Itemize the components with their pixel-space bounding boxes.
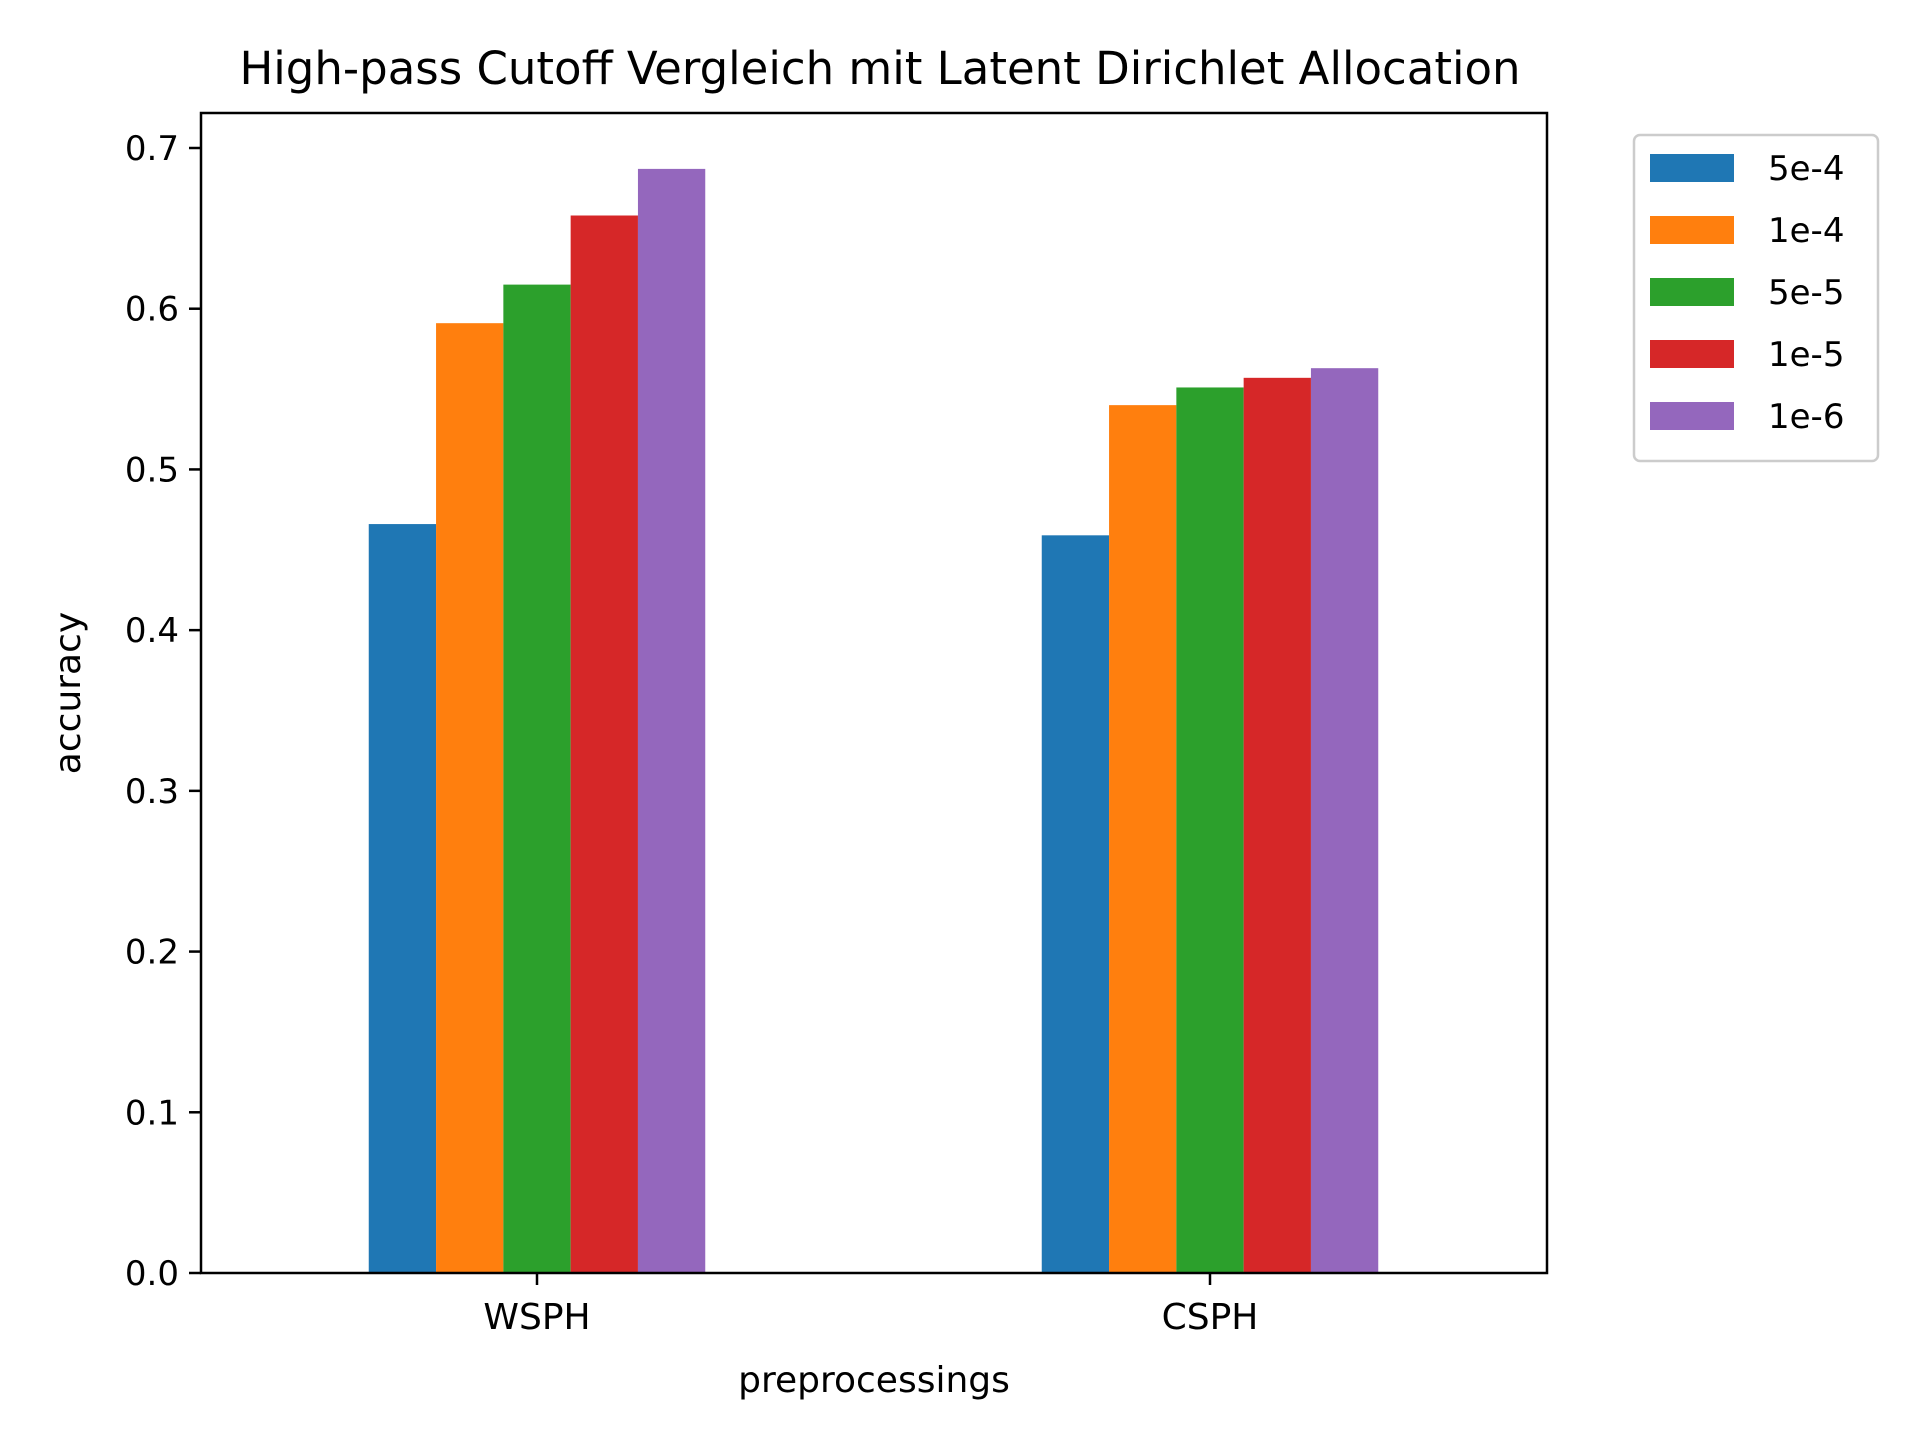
legend-label: 5e-4 — [1768, 149, 1844, 189]
chart-title: High-pass Cutoff Vergleich mit Latent Di… — [239, 42, 1520, 95]
bar-wsph-1e-6 — [637, 168, 706, 1273]
legend-label: 1e-6 — [1768, 397, 1844, 437]
legend-swatch — [1650, 154, 1734, 182]
y-tick-label: 0.5 — [125, 450, 179, 490]
legend-swatch — [1650, 340, 1734, 368]
bar-csph-1e-6 — [1310, 368, 1379, 1273]
bar-csph-1e-4 — [1109, 405, 1177, 1273]
x-axis-label: preprocessings — [738, 1360, 1010, 1401]
y-axis-label: accuracy — [48, 612, 89, 774]
y-tick-label: 0.4 — [125, 611, 179, 651]
bar-csph-5e-5 — [1176, 387, 1244, 1274]
y-tick-label: 0.7 — [125, 129, 179, 169]
legend: 5e-4 1e-4 5e-5 1e-5 1e-6 — [1632, 133, 1880, 463]
x-tick-label: WSPH — [483, 1297, 590, 1338]
bar-csph-5e-4 — [1041, 535, 1110, 1273]
legend-label: 1e-5 — [1768, 335, 1844, 375]
y-tick-label: 0.2 — [125, 933, 179, 973]
bar-wsph-5e-4 — [368, 524, 437, 1273]
legend-label: 1e-4 — [1768, 211, 1844, 251]
y-tick-label: 0.0 — [125, 1254, 179, 1294]
plot-frame — [199, 111, 1549, 1275]
bar-wsph-5e-5 — [503, 284, 571, 1273]
legend-swatch — [1650, 216, 1734, 244]
y-tick-label: 0.3 — [125, 772, 179, 812]
y-tick-label: 0.6 — [125, 290, 179, 330]
legend-swatch — [1650, 278, 1734, 306]
x-axis: WSPH CSPH — [483, 1273, 1258, 1338]
bar-wsph-1e-5 — [570, 215, 638, 1273]
legend-label: 5e-5 — [1768, 273, 1844, 313]
y-tick-label: 0.1 — [125, 1093, 179, 1133]
bars-group — [368, 168, 1379, 1274]
legend-swatch — [1650, 402, 1734, 430]
x-tick-label: CSPH — [1162, 1297, 1259, 1338]
bar-wsph-1e-4 — [436, 323, 504, 1273]
y-axis: 0.0 0.1 0.2 0.3 0.4 0.5 0.6 0.7 — [125, 129, 201, 1294]
bar-csph-1e-5 — [1243, 377, 1311, 1273]
